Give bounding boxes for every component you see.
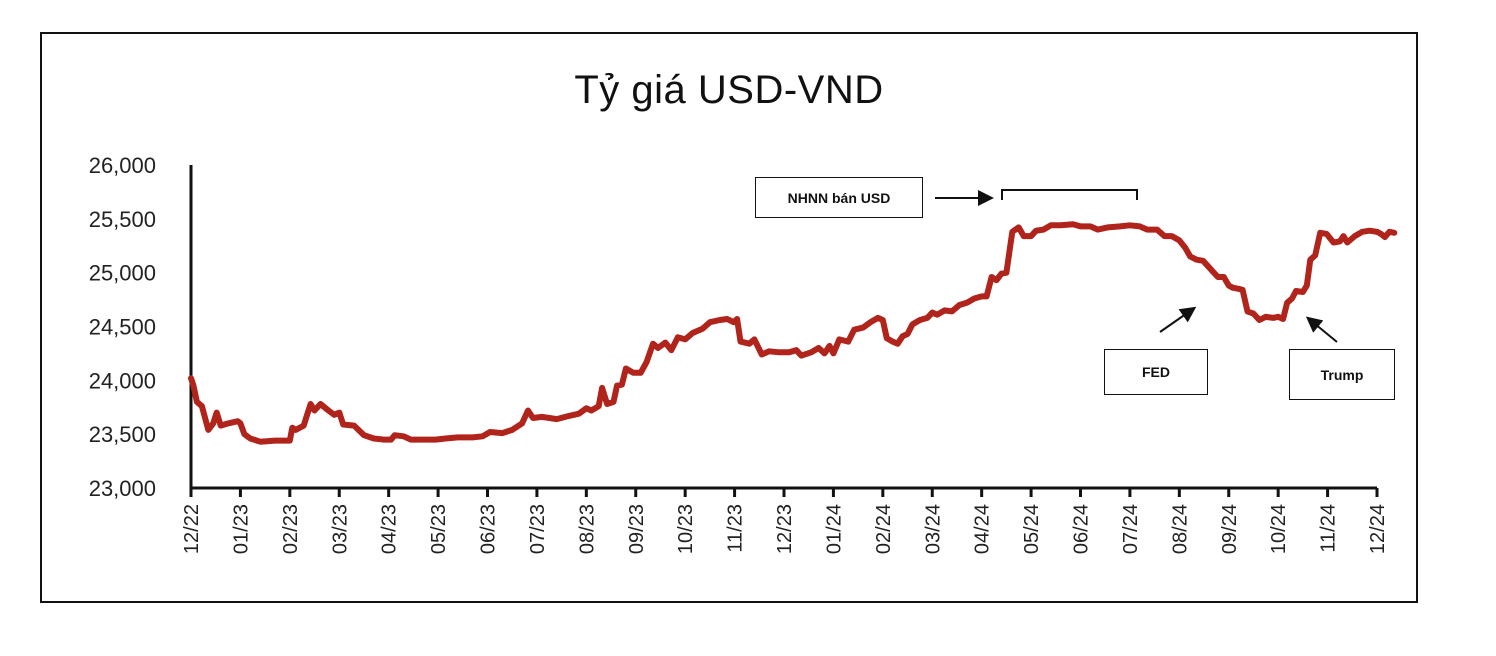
y-axis: 26,000 25,500 25,000 24,500 24,000 23,500 23,0… [89, 153, 193, 501]
x-tick-label: 02/23 [280, 504, 302, 554]
series-line [188, 221, 1398, 445]
x-tick-label: 12/23 [774, 504, 796, 554]
y-tick-label: 25,000 [89, 261, 156, 286]
x-tick-label: 05/24 [1021, 504, 1043, 554]
x-tick-label: 02/24 [873, 504, 895, 554]
x-tick-label: 04/24 [972, 504, 994, 554]
nhnn-bracket-icon [1001, 189, 1138, 200]
x-tick-label: 07/24 [1120, 504, 1142, 554]
annotation-trump-label: Trump [1289, 349, 1395, 400]
x-tick-label: 07/23 [527, 504, 549, 554]
x-tick-label: 06/23 [478, 504, 500, 554]
x-tick-label: 03/23 [329, 504, 351, 554]
y-tick-label: 25,500 [89, 207, 156, 232]
x-axis: 12/22 01/23 02/23 03/23 04/23 05/23 06/23 07/23… [181, 486, 1389, 554]
annotation-nhnn-label: NHNN bán USD [755, 177, 923, 218]
y-tick-label: 23,500 [89, 422, 156, 447]
y-tick-label: 23,000 [89, 476, 156, 501]
x-tick-label: 12/24 [1367, 504, 1389, 554]
series-path [188, 221, 1398, 445]
y-tick-label: 24,500 [89, 315, 156, 340]
x-tick-label: 10/23 [675, 504, 697, 554]
x-tick-label: 12/22 [181, 504, 203, 554]
x-tick-label: 04/23 [379, 504, 401, 554]
fed-arrow-icon [1159, 306, 1197, 333]
y-tick-label: 26,000 [89, 153, 156, 178]
y-tick-label: 24,000 [89, 368, 156, 393]
x-tick-label: 01/23 [230, 504, 252, 554]
x-tick-label: 08/24 [1169, 504, 1191, 554]
chart-title: Tỷ giá USD-VND [574, 68, 884, 112]
x-tick-label: 10/24 [1268, 504, 1290, 554]
x-tick-label: 11/24 [1318, 504, 1340, 553]
x-tick-label: 11/23 [725, 504, 747, 553]
x-tick-label: 09/23 [626, 504, 648, 554]
x-tick-label: 06/24 [1071, 504, 1093, 554]
trump-arrow-icon [1305, 316, 1338, 343]
annotations [935, 189, 1338, 343]
x-tick-label: 09/24 [1219, 504, 1241, 554]
annotation-fed-label: FED [1104, 349, 1208, 395]
chart-frame [40, 32, 1418, 603]
x-tick-label: 03/24 [922, 504, 944, 554]
x-tick-label: 05/23 [428, 504, 450, 554]
x-tick-label: 08/23 [576, 504, 598, 554]
x-tick-label: 01/24 [823, 504, 845, 554]
